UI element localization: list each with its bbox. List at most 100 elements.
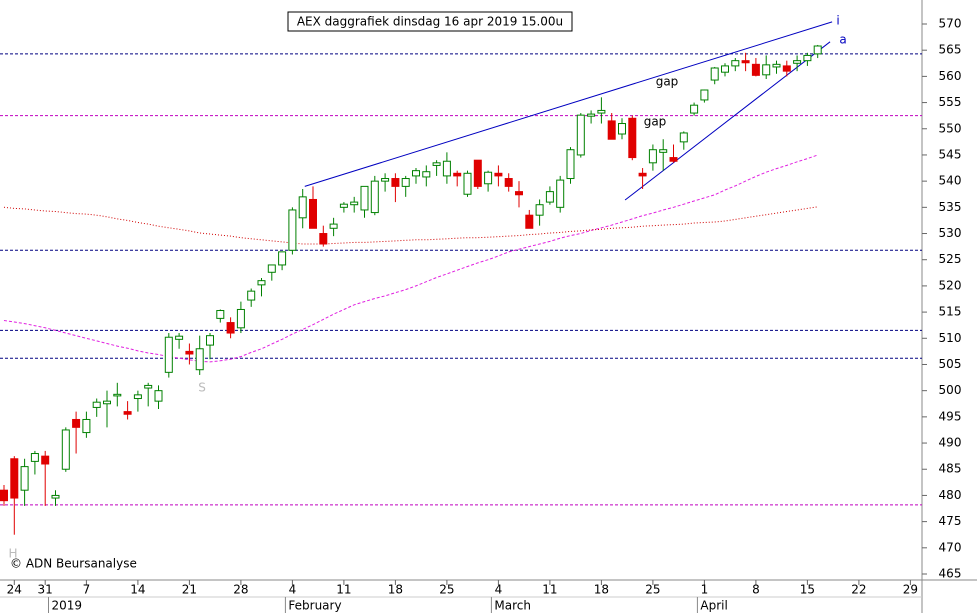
candle-body bbox=[61, 429, 70, 470]
y-tick-label: 570 bbox=[939, 17, 962, 31]
candle-body bbox=[556, 179, 565, 208]
candle-body bbox=[391, 178, 400, 187]
y-tick-label: 555 bbox=[939, 95, 962, 109]
candle-body bbox=[545, 191, 554, 203]
candle-body bbox=[597, 109, 606, 114]
annotation: S bbox=[198, 381, 206, 395]
y-tick-label: 545 bbox=[939, 147, 962, 161]
candle-body bbox=[113, 393, 122, 397]
x-tick-label: 18 bbox=[594, 583, 609, 597]
candle-body bbox=[360, 185, 369, 211]
candle-body bbox=[412, 170, 420, 177]
month-label: 2019 bbox=[52, 599, 83, 613]
x-tick-label: 25 bbox=[439, 583, 454, 597]
candle-body bbox=[339, 203, 348, 208]
annotation: gap bbox=[656, 75, 679, 89]
candle-body bbox=[20, 466, 29, 491]
x-tick-label: 29 bbox=[903, 583, 918, 597]
candle-body bbox=[473, 159, 482, 187]
chart-title: AEX daggrafiek dinsdag 16 apr 2019 15.00… bbox=[297, 15, 563, 29]
x-tick-label: 22 bbox=[851, 583, 866, 597]
candle-body bbox=[710, 67, 719, 81]
candle-body bbox=[154, 390, 163, 402]
x-tick-label: 7 bbox=[83, 583, 91, 597]
y-tick-label: 540 bbox=[939, 174, 962, 188]
x-tick-label: 21 bbox=[182, 583, 197, 597]
candle-body bbox=[329, 223, 338, 229]
title-box bbox=[287, 11, 573, 32]
candle-body bbox=[453, 172, 462, 177]
y-tick-label: 515 bbox=[939, 305, 962, 319]
moving-average bbox=[3, 206, 818, 245]
candle-body bbox=[216, 310, 225, 319]
candle-body bbox=[525, 214, 534, 229]
candle-body bbox=[618, 123, 626, 135]
candle-body bbox=[679, 132, 688, 143]
candle-body bbox=[607, 120, 616, 140]
y-tick-label: 485 bbox=[939, 462, 962, 476]
candle-body bbox=[803, 54, 812, 62]
annotation: i bbox=[836, 14, 839, 28]
candle-body bbox=[319, 233, 328, 245]
y-tick-label: 520 bbox=[939, 278, 962, 292]
candle-body bbox=[103, 400, 111, 405]
candle-body bbox=[133, 394, 142, 400]
candle-body bbox=[638, 172, 647, 177]
x-tick-label: 14 bbox=[130, 583, 145, 597]
y-tick-label: 490 bbox=[939, 436, 962, 450]
candle-body bbox=[226, 322, 235, 334]
candle-body bbox=[51, 494, 60, 499]
y-tick-label: 525 bbox=[939, 252, 962, 266]
candle-body bbox=[432, 162, 441, 166]
candle-body bbox=[442, 160, 451, 177]
candle-body bbox=[772, 63, 781, 68]
candle-body bbox=[206, 335, 214, 346]
y-tick-label: 560 bbox=[939, 69, 962, 83]
candle-body bbox=[236, 308, 245, 329]
candle-body bbox=[731, 60, 740, 67]
footer: © ADN Beursanalyse bbox=[10, 557, 137, 571]
y-tick-label: 535 bbox=[939, 200, 962, 214]
candle-body bbox=[381, 178, 390, 182]
x-tick-label: 31 bbox=[38, 583, 53, 597]
candle-body bbox=[669, 157, 678, 162]
candle-body bbox=[463, 172, 472, 195]
annotation: a bbox=[839, 33, 846, 47]
y-tick-label: 495 bbox=[939, 409, 962, 423]
y-tick-label: 480 bbox=[939, 488, 962, 502]
x-tick-label: 15 bbox=[800, 583, 815, 597]
candle-body bbox=[175, 335, 184, 340]
month-label: February bbox=[288, 599, 341, 613]
candle-body bbox=[741, 60, 750, 64]
candle-body bbox=[257, 280, 266, 286]
x-tick-label: 25 bbox=[645, 583, 660, 597]
x-tick-label: 24 bbox=[7, 583, 22, 597]
x-tick-label: 11 bbox=[542, 583, 557, 597]
x-tick-label: 4 bbox=[495, 583, 503, 597]
candle-body bbox=[10, 458, 19, 499]
x-tick-label: 28 bbox=[233, 583, 248, 597]
candle-body bbox=[195, 348, 204, 371]
y-tick-label: 565 bbox=[939, 43, 962, 57]
x-tick-label: 11 bbox=[336, 583, 351, 597]
candle-body bbox=[72, 418, 81, 428]
y-tick-label: 465 bbox=[939, 567, 962, 581]
y-tick-label: 470 bbox=[939, 540, 962, 554]
candle-body bbox=[690, 104, 699, 114]
candle-body bbox=[648, 149, 657, 164]
y-tick-label: 550 bbox=[939, 121, 962, 135]
candle-body bbox=[762, 64, 771, 76]
candle-body bbox=[494, 172, 503, 177]
candle-body bbox=[144, 384, 153, 389]
candle-body bbox=[782, 65, 791, 72]
candle-body bbox=[350, 201, 359, 206]
candle-body bbox=[535, 204, 544, 216]
x-tick-label: 8 bbox=[752, 583, 760, 597]
candle-body bbox=[401, 178, 410, 187]
annotation: gap bbox=[644, 115, 667, 129]
candle-body bbox=[793, 60, 802, 64]
candle-body bbox=[504, 178, 513, 187]
x-tick-label: 18 bbox=[388, 583, 403, 597]
month-label: March bbox=[494, 599, 531, 613]
